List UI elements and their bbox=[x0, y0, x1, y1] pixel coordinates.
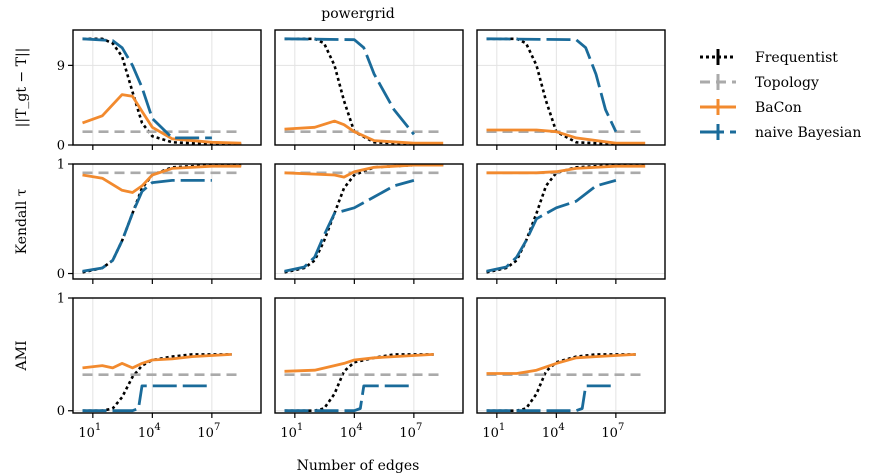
series-line-naive-bayesian bbox=[82, 384, 212, 413]
panel-frame bbox=[476, 29, 666, 146]
panel-frame bbox=[274, 163, 464, 280]
y-tick-label: 0 bbox=[57, 404, 65, 419]
panel-r0-c1 bbox=[274, 29, 464, 150]
panel-r1-c2 bbox=[476, 163, 666, 284]
series-line-naive-bayesian bbox=[486, 179, 617, 273]
panel-frame bbox=[72, 163, 262, 280]
legend-entry-topology: Topology bbox=[700, 74, 819, 91]
series-line-frequentist bbox=[486, 164, 646, 274]
legend: Frequentist Topology BaCon naive Bayesian bbox=[700, 49, 861, 141]
panel-r1-c1 bbox=[274, 163, 464, 284]
x-tick-label: 107 bbox=[399, 422, 422, 441]
series-line-naive-bayesian bbox=[284, 179, 415, 273]
y-axis-label: Kendall τ bbox=[14, 188, 30, 254]
series-line-bacon bbox=[82, 353, 232, 370]
series-line-frequentist bbox=[82, 353, 232, 412]
x-tick-label: 104 bbox=[138, 422, 161, 441]
legend-label: Frequentist bbox=[755, 50, 838, 66]
x-tick-label: 107 bbox=[197, 422, 220, 441]
series-line-bacon bbox=[284, 164, 444, 179]
series-line-frequentist bbox=[82, 37, 242, 145]
series-line-bacon bbox=[82, 164, 242, 194]
panel-frame bbox=[72, 29, 262, 146]
legend-entry-frequentist: Frequentist bbox=[700, 49, 838, 66]
series-line-naive-bayesian bbox=[486, 37, 618, 133]
panel-frame bbox=[274, 29, 464, 146]
series-line-bacon bbox=[486, 353, 636, 375]
panel-r2-c0: 0 1 101 104 107 bbox=[57, 292, 262, 441]
panel-r0-c0: 09 bbox=[57, 29, 262, 154]
series-line-frequentist bbox=[284, 164, 444, 274]
series-line-bacon bbox=[486, 128, 646, 145]
panel-frame bbox=[274, 297, 464, 414]
series-line-naive-bayesian bbox=[486, 384, 616, 413]
x-tick-label: 101 bbox=[78, 422, 101, 441]
y-axis-label: ||T_gt − T|| bbox=[14, 48, 30, 128]
legend-entry-bacon: BaCon bbox=[700, 99, 802, 116]
legend-entry-naive-bayesian: naive Bayesian bbox=[700, 124, 861, 141]
series-line-naive-bayesian bbox=[82, 179, 212, 273]
panel-frame bbox=[476, 297, 666, 414]
panel-r0-c2 bbox=[476, 29, 666, 150]
x-tick-label: 104 bbox=[542, 422, 565, 441]
panel-r2-c2: 101 104 107 bbox=[476, 297, 666, 441]
panel-frame bbox=[476, 163, 666, 280]
series-line-bacon bbox=[486, 164, 646, 175]
chart-title: powergrid bbox=[321, 6, 394, 22]
y-tick-label: 0 bbox=[57, 139, 65, 154]
x-tick-label: 101 bbox=[482, 422, 505, 441]
y-tick-label: 1 bbox=[57, 292, 65, 307]
x-tick-label: 104 bbox=[340, 422, 363, 441]
x-tick-label: 107 bbox=[601, 422, 624, 441]
legend-label: BaCon bbox=[755, 100, 802, 116]
series-line-naive-bayesian bbox=[82, 37, 212, 140]
x-axis-label: Number of edges bbox=[297, 458, 420, 474]
y-tick-label: 1 bbox=[57, 158, 65, 173]
series-line-frequentist bbox=[486, 37, 646, 145]
series-line-naive-bayesian bbox=[284, 37, 415, 136]
series-line-naive-bayesian bbox=[284, 384, 414, 413]
panel-r1-c0: 01 bbox=[57, 158, 262, 284]
legend-label: Topology bbox=[755, 75, 819, 91]
series-line-bacon bbox=[284, 353, 434, 373]
y-axis-label: AMI bbox=[14, 341, 30, 372]
series-line-frequentist bbox=[284, 353, 434, 412]
y-tick-label: 9 bbox=[57, 59, 65, 74]
panel-frame bbox=[72, 297, 262, 414]
x-tick-label: 101 bbox=[280, 422, 303, 441]
series-line-bacon bbox=[284, 119, 444, 145]
series-line-bacon bbox=[82, 93, 242, 145]
y-tick-label: 0 bbox=[57, 267, 65, 282]
legend-label: naive Bayesian bbox=[755, 125, 861, 141]
panel-r2-c1: 101 104 107 bbox=[274, 297, 464, 441]
